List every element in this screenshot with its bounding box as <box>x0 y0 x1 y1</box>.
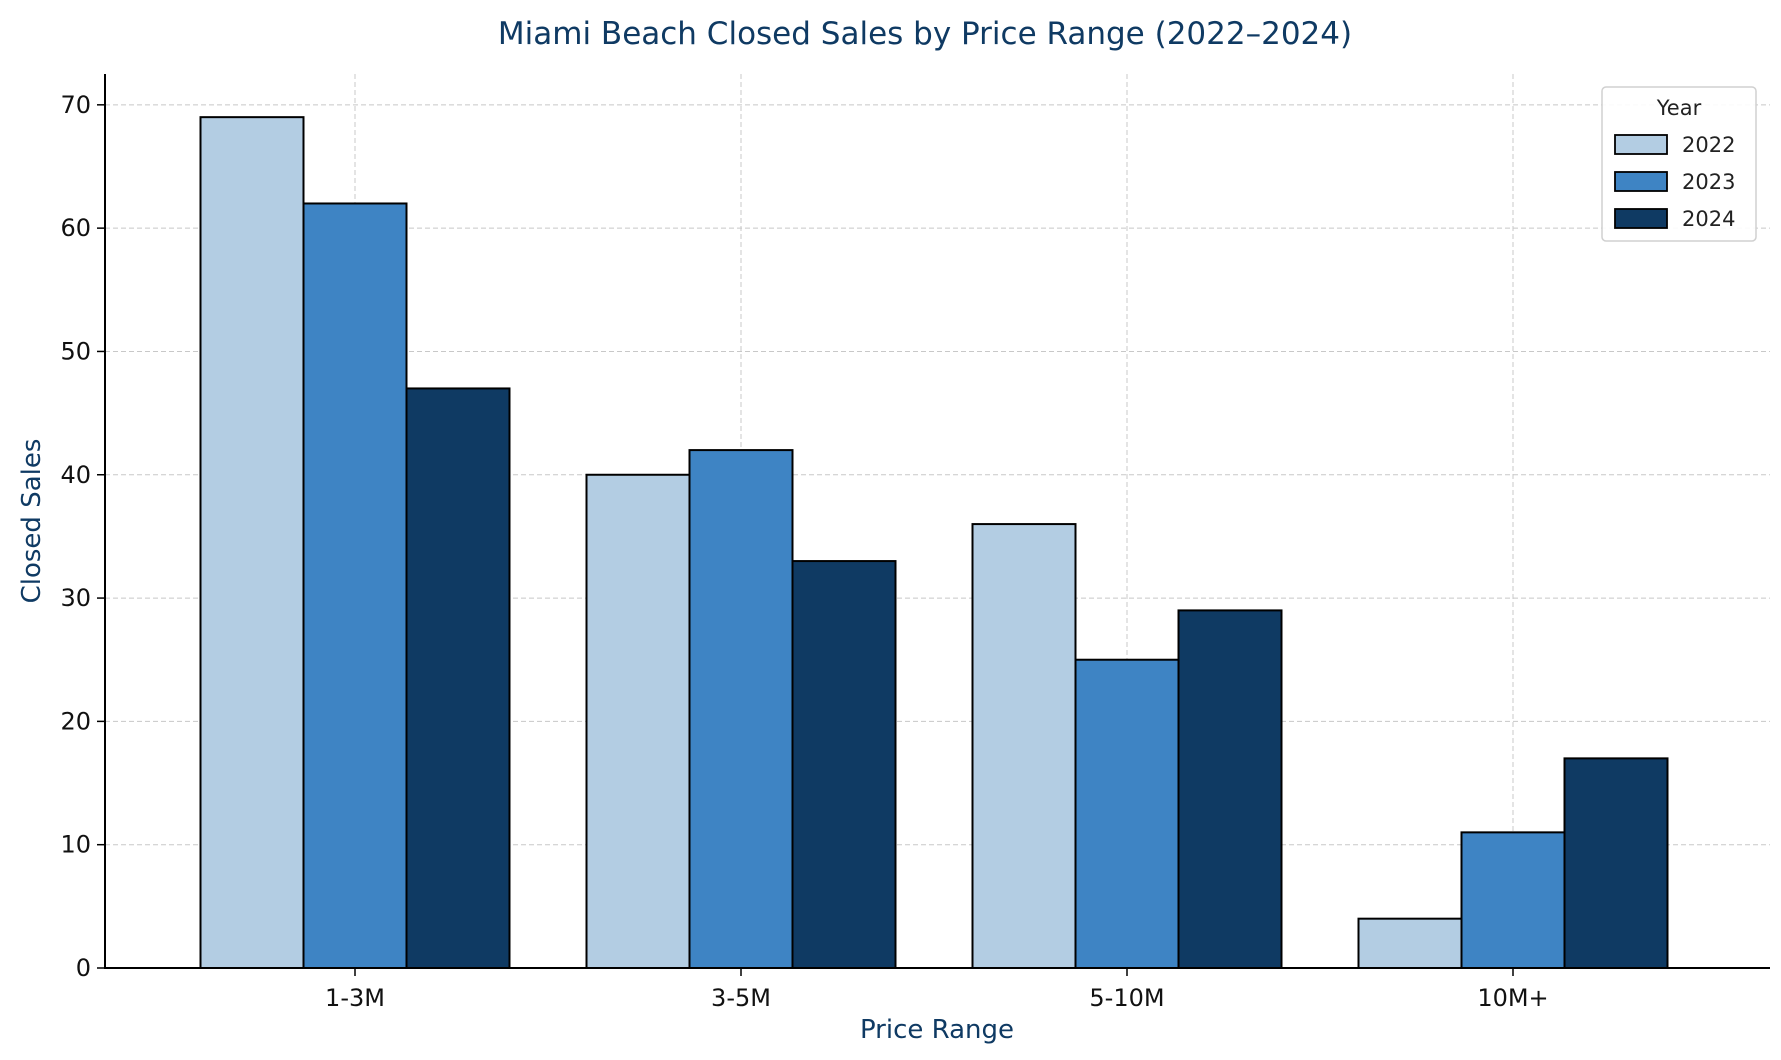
bars <box>199 116 1669 970</box>
x-tick-label: 5-10M <box>1089 984 1164 1012</box>
y-tick-label: 10 <box>60 831 91 859</box>
axes <box>104 74 1770 969</box>
y-tick-label: 40 <box>60 461 91 489</box>
bar-2024-1-3M <box>405 387 511 969</box>
bar-2023-10M+ <box>1460 831 1566 970</box>
bar-2024-3-5M <box>791 560 897 969</box>
legend-title: Year <box>1656 96 1702 120</box>
bar-2024-5-10M <box>1177 609 1283 970</box>
bar-2022-3-5M <box>585 473 691 969</box>
legend-items: 2022 2023 2024 <box>1614 133 1735 231</box>
x-tick-label: 1-3M <box>325 984 385 1012</box>
y-tick-label: 50 <box>60 337 91 365</box>
x-tick-label: 10M+ <box>1477 984 1548 1012</box>
y-tick-label: 60 <box>60 214 91 242</box>
y-axis-title: Closed Sales <box>17 439 47 604</box>
bar-2023-5-10M <box>1074 658 1180 969</box>
chart-title: Miami Beach Closed Sales by Price Range … <box>498 16 1352 52</box>
x-axis-title: Price Range <box>860 1015 1014 1045</box>
bar-2023-1-3M <box>302 202 408 969</box>
y-tick-label: 0 <box>76 954 91 982</box>
legend-label-2022: 2022 <box>1682 133 1735 157</box>
bar-2022-5-10M <box>971 523 1077 969</box>
bar-2022-1-3M <box>199 116 305 969</box>
legend-swatch-2023 <box>1614 171 1668 192</box>
legend-label-2024: 2024 <box>1682 207 1735 231</box>
x-ticks: 1-3M 3-5M 5-10M 10M+ <box>325 968 1549 1012</box>
x-tick-label: 3-5M <box>711 984 771 1012</box>
bar-2024-10M+ <box>1563 757 1669 970</box>
y-tick-label: 20 <box>60 707 91 735</box>
legend-label-2023: 2023 <box>1682 170 1735 194</box>
y-ticks: 0 10 20 30 40 50 60 70 <box>60 91 105 982</box>
legend-swatch-2024 <box>1614 208 1668 229</box>
legend-swatch-2022 <box>1614 134 1668 155</box>
legend-frame <box>1601 86 1757 242</box>
y-tick-label: 70 <box>60 91 91 119</box>
bar-2022-10M+ <box>1357 917 1463 969</box>
legend: Year 2022 2023 2024 <box>1601 86 1757 242</box>
bar-2023-3-5M <box>688 449 794 969</box>
y-tick-label: 30 <box>60 584 91 612</box>
